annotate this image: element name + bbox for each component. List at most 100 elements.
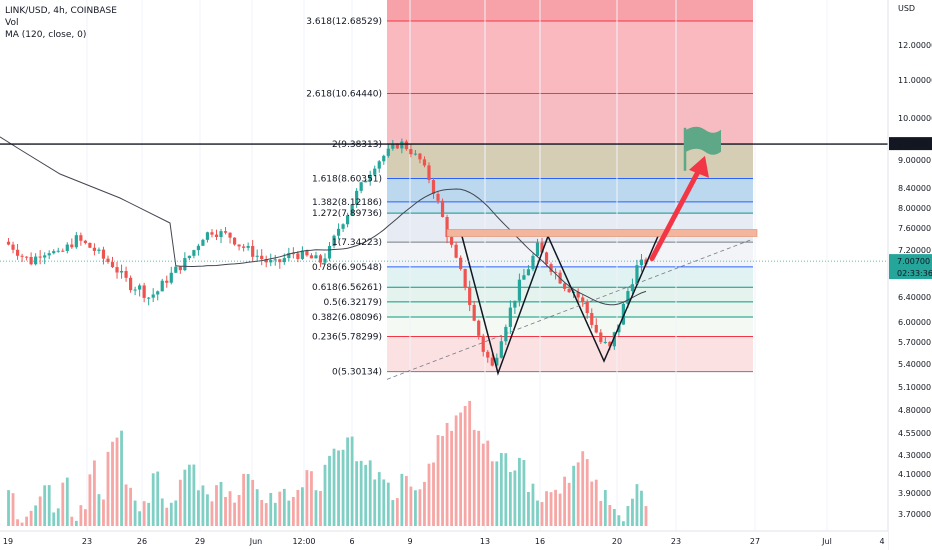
fib-label: 1.618(8.60351) xyxy=(312,175,382,185)
volume-bar xyxy=(142,501,146,526)
candle xyxy=(377,161,381,169)
volume-bar xyxy=(79,505,83,526)
volume-bar xyxy=(328,455,331,526)
volume-bar xyxy=(83,509,87,526)
price-axis[interactable]: USD 12.00000 11.00000 10.00000 9.00000 8.400… xyxy=(887,0,932,550)
fib-label: 1(7.34223) xyxy=(332,238,382,248)
candles xyxy=(6,138,648,370)
candle xyxy=(454,244,458,258)
volume-bar xyxy=(20,522,24,526)
candle xyxy=(201,239,205,246)
candle xyxy=(323,258,327,263)
volume-bar xyxy=(11,493,15,526)
last-price-badge xyxy=(889,254,932,280)
volume-bar xyxy=(350,436,354,526)
time-tick: 20 xyxy=(612,537,622,546)
candle xyxy=(563,283,567,289)
candle xyxy=(296,253,300,259)
volume-bar xyxy=(93,460,96,526)
candle xyxy=(65,244,69,251)
candle xyxy=(391,144,395,149)
candle xyxy=(544,252,549,265)
candle xyxy=(553,271,558,273)
candle xyxy=(97,249,101,251)
time-tick: 6 xyxy=(349,537,354,546)
volume-bar xyxy=(70,516,74,526)
candle xyxy=(436,193,440,201)
volume-bar xyxy=(427,463,431,526)
volume-bar xyxy=(436,435,440,526)
volume-bar xyxy=(337,450,340,526)
volume-bar xyxy=(300,487,304,526)
fib-label: 1.382(8.12186) xyxy=(312,198,382,208)
time-tick: 16 xyxy=(535,537,545,546)
fib-label: 1.272(7.89736) xyxy=(312,209,382,219)
volume-bar xyxy=(373,479,377,526)
volume-bar xyxy=(278,491,282,526)
volume-bar xyxy=(260,499,264,526)
candle xyxy=(350,204,354,216)
candle xyxy=(251,245,255,257)
volume-bar xyxy=(332,448,336,526)
volume-bar xyxy=(617,515,621,526)
time-tick: 27 xyxy=(750,537,760,546)
candle xyxy=(133,289,137,291)
candle xyxy=(79,235,83,241)
volume-bar xyxy=(43,485,47,526)
candle xyxy=(169,272,173,283)
candle xyxy=(101,249,106,259)
time-tick: 12:00 xyxy=(292,537,315,546)
volume-bar xyxy=(242,473,246,526)
time-tick: 29 xyxy=(195,537,205,546)
volume-bar xyxy=(594,479,598,526)
volume-bar xyxy=(160,498,164,526)
chart-header: LINK/USD, 4h, COINBASE Vol MA (120, clos… xyxy=(5,6,117,40)
candle xyxy=(477,320,481,336)
candle xyxy=(449,237,454,245)
volume-bar xyxy=(88,474,92,526)
candle xyxy=(210,232,214,235)
price-tick: 5.10000 xyxy=(898,383,931,392)
volume-bar xyxy=(481,443,485,526)
marked-price-badge xyxy=(889,137,932,151)
candle xyxy=(386,148,390,156)
volume-bar xyxy=(102,499,105,526)
candle xyxy=(287,253,291,259)
fib-zone xyxy=(387,316,753,337)
candle xyxy=(110,262,115,268)
candle xyxy=(25,256,29,258)
volume-bar xyxy=(572,465,576,526)
fib-label: 2(9.38313) xyxy=(332,140,382,150)
fib-label: 0(5.30134) xyxy=(332,368,382,378)
candle xyxy=(608,341,612,347)
candle xyxy=(264,259,268,263)
candle xyxy=(147,297,151,299)
candle xyxy=(20,255,24,257)
fib-label: 0.618(6.56261) xyxy=(312,283,382,293)
time-axis[interactable]: 19 23 26 29 Jun 12:00 6 9 13 16 20 23 27 Jul 4 xyxy=(0,530,888,550)
candle xyxy=(590,313,594,325)
candle xyxy=(630,284,635,292)
fib-zone xyxy=(387,336,753,372)
candle xyxy=(174,266,178,273)
arrow-shaft xyxy=(649,167,702,262)
volume-bar xyxy=(612,509,616,526)
fib-zone-top xyxy=(387,0,753,22)
candle xyxy=(332,235,336,246)
volume-bar xyxy=(590,481,594,526)
fib-zone xyxy=(387,201,753,214)
marked-price-text: 9.37841 xyxy=(897,140,930,149)
volume-bar xyxy=(499,452,503,526)
candle xyxy=(318,255,323,263)
volume-bar xyxy=(382,479,386,526)
candle xyxy=(214,234,219,237)
candle xyxy=(74,235,78,248)
volume-bar xyxy=(224,496,227,526)
time-tick: Jul xyxy=(821,537,832,546)
volume-bar xyxy=(61,482,65,526)
volume-bar xyxy=(418,489,422,526)
candle xyxy=(106,258,110,263)
candle xyxy=(61,250,65,252)
candle xyxy=(246,245,250,248)
